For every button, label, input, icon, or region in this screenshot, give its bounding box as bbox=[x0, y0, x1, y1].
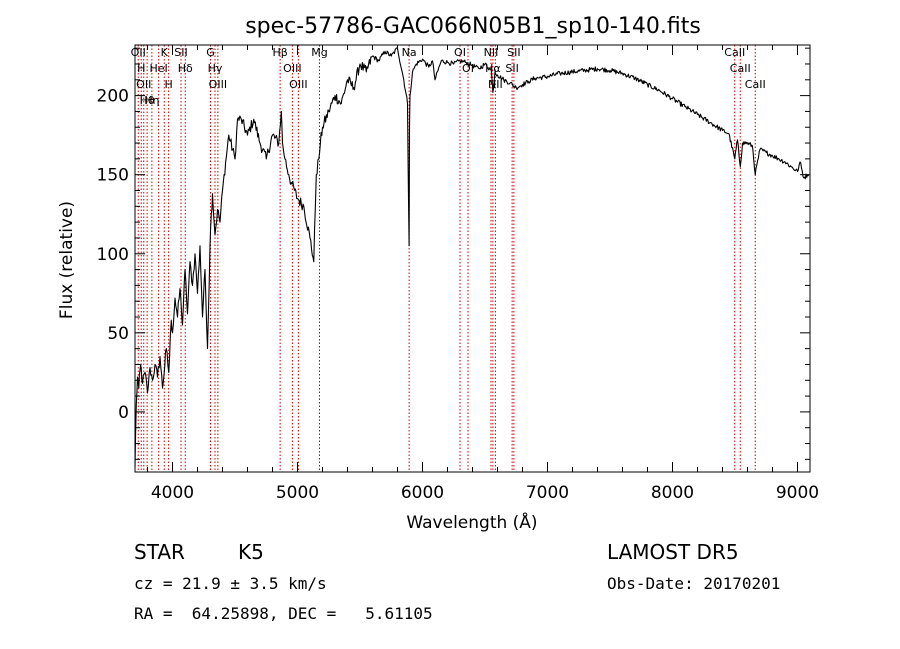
line-marker-label: Hη bbox=[144, 94, 159, 107]
line-marker-label: OIII bbox=[209, 78, 227, 91]
y-axis-ticks: 0 50 100 150 200 bbox=[97, 47, 810, 460]
x-axis-label: Wavelength (Å) bbox=[406, 511, 537, 533]
plot-frame bbox=[134, 44, 811, 473]
obs-date: Obs-Date: 20170201 bbox=[607, 574, 781, 593]
line-marker-label: OIII bbox=[289, 78, 307, 91]
y-tick-label: 0 bbox=[118, 403, 129, 423]
object-class: STAR bbox=[134, 540, 185, 564]
line-marker-label: OII bbox=[136, 78, 151, 91]
line-marker-label: Hθ bbox=[140, 94, 155, 107]
spectrum-series-group bbox=[134, 47, 810, 468]
x-tick-label: 4000 bbox=[151, 483, 194, 503]
line-marker-label: HeI bbox=[149, 62, 167, 75]
y-tick-label: 100 bbox=[97, 245, 129, 265]
y-axis-label: Flux (relative) bbox=[57, 201, 77, 319]
line-marker-label: NII bbox=[488, 78, 503, 91]
coordinates-text: RA = 64.25898, DEC = 5.61105 bbox=[134, 604, 433, 623]
line-marker-label: G bbox=[206, 46, 215, 59]
survey-label: LAMOST DR5 bbox=[607, 540, 739, 564]
line-marker-label: SII bbox=[507, 46, 520, 59]
line-marker-label: Na bbox=[402, 46, 417, 59]
x-tick-label: 8000 bbox=[651, 483, 694, 503]
line-marker-label: SII bbox=[505, 62, 518, 75]
line-marker-label: CaII bbox=[724, 46, 745, 59]
x-tick-label: 5000 bbox=[276, 483, 319, 503]
line-marker-label: OII bbox=[131, 46, 146, 59]
line-marker-label: SII bbox=[174, 46, 187, 59]
redshift-text: cz = 21.9 ± 3.5 km/s bbox=[134, 574, 327, 593]
x-axis-ticks: 4000 5000 6000 7000 8000 9000 bbox=[147, 45, 819, 503]
line-markers-group bbox=[137, 45, 756, 472]
line-marker-label: H bbox=[164, 78, 172, 91]
spectrum-line bbox=[134, 47, 810, 468]
chart-title: spec-57786-GAC066N05B1_sp10-140.fits bbox=[245, 14, 701, 39]
line-marker-label: Hα bbox=[485, 62, 501, 75]
line-marker-label: Hγ bbox=[208, 62, 223, 75]
line-marker-label: OI bbox=[462, 62, 474, 75]
line-marker-label: Hβ bbox=[272, 46, 287, 59]
y-tick-label: 150 bbox=[97, 166, 129, 186]
line-marker-label: Mg bbox=[311, 46, 327, 59]
line-marker-label: NII bbox=[484, 46, 499, 59]
y-tick-label: 200 bbox=[97, 87, 129, 107]
x-tick-label: 7000 bbox=[526, 483, 569, 503]
object-subclass: K5 bbox=[238, 540, 264, 564]
line-marker-label: CaII bbox=[745, 78, 766, 91]
y-tick-label: 50 bbox=[107, 324, 129, 344]
line-marker-label: OI bbox=[454, 46, 466, 59]
line-marker-label: H bbox=[137, 62, 145, 75]
line-marker-label: K bbox=[161, 46, 169, 59]
x-tick-label: 9000 bbox=[776, 483, 819, 503]
line-marker-label: OIII bbox=[283, 62, 301, 75]
line-marker-label: Hδ bbox=[178, 62, 193, 75]
line-marker-label: CaII bbox=[730, 62, 751, 75]
x-tick-label: 6000 bbox=[401, 483, 444, 503]
